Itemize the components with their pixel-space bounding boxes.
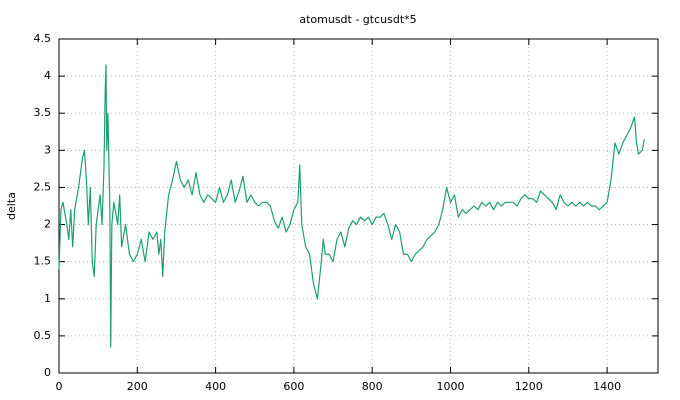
x-tick-label: 800 [362,380,383,393]
y-tick-label: 3.5 [34,106,52,119]
x-tick-label: 400 [205,380,226,393]
x-tick-label: 1200 [515,380,543,393]
x-tick-label: 600 [283,380,304,393]
x-tick-label: 1400 [593,380,621,393]
y-tick-label: 2 [44,218,51,231]
chart-title: atomusdt - gtcusdt*5 [299,13,416,26]
x-tick-label: 1000 [437,380,465,393]
y-tick-label: 2.5 [34,180,52,193]
y-tick-label: 4 [44,69,51,82]
y-tick-label: 1.5 [34,255,52,268]
y-axis-label: delta [5,192,18,220]
x-tick-label: 200 [127,380,148,393]
y-tick-label: 0 [44,366,51,379]
data-line [58,64,645,348]
x-tick-label: 0 [56,380,63,393]
plot-border [58,38,659,374]
y-tick-label: 1 [44,292,51,305]
y-tick-label: 0.5 [34,329,52,342]
y-tick-label: 3 [44,143,51,156]
y-tick-label: 4.5 [34,32,52,45]
